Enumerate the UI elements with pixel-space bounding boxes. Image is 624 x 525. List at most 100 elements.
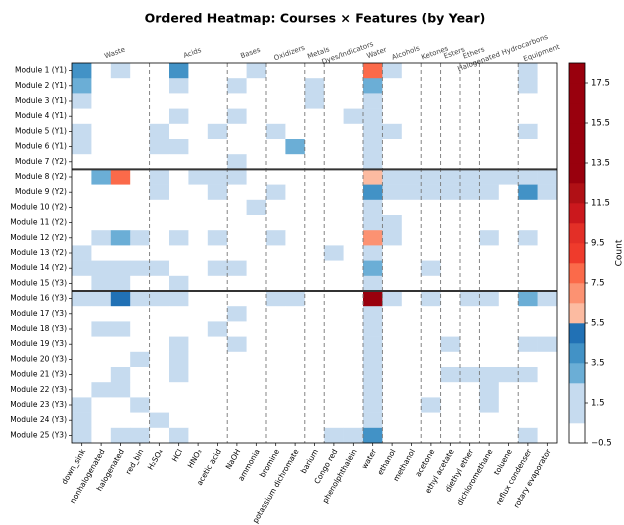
heatmap-cell (266, 336, 286, 353)
row-label: Module 9 (Y2) (15, 187, 67, 196)
heatmap-cell (401, 260, 422, 277)
heatmap-cell (227, 367, 247, 383)
heatmap-cell (460, 275, 480, 292)
heatmap-cell (188, 260, 209, 277)
heatmap-cell (188, 412, 209, 429)
heatmap-cell (91, 412, 112, 429)
heatmap-cell (537, 123, 558, 140)
heatmap-cell (246, 367, 267, 383)
heatmap-cell (518, 351, 538, 368)
heatmap-cell (169, 123, 189, 140)
heatmap-cell (266, 321, 286, 337)
heatmap-cell (324, 427, 344, 444)
heatmap-cell (518, 169, 538, 185)
heatmap-cell (518, 397, 538, 413)
heatmap-cell (285, 245, 306, 261)
heatmap-cell (363, 78, 383, 94)
heatmap-cell (363, 199, 383, 216)
heatmap-cell (343, 169, 364, 185)
heatmap-cell (266, 412, 286, 429)
heatmap-cell (537, 382, 558, 398)
heatmap-cell (207, 336, 228, 353)
heatmap-cell (285, 230, 306, 246)
heatmap-cell (246, 275, 267, 292)
row-label: Module 8 (Y2) (15, 172, 67, 181)
heatmap-cell (421, 139, 441, 155)
heatmap-cell (498, 215, 519, 231)
heatmap-cell (266, 93, 286, 109)
colorbar-segment (569, 243, 585, 264)
colorbar-segment (569, 83, 585, 104)
heatmap-cell (479, 169, 500, 185)
heatmap-cell (537, 230, 558, 246)
heatmap-cell (324, 245, 344, 261)
heatmap-cell (498, 78, 519, 94)
row-label: Module 20 (Y3) (10, 354, 67, 363)
heatmap-cell (421, 93, 441, 109)
heatmap-cell (227, 169, 247, 185)
heatmap-cell (304, 306, 325, 322)
heatmap-cell (91, 382, 112, 398)
heatmap-cell (421, 215, 441, 231)
heatmap-cell (188, 351, 209, 368)
row-label: Module 19 (Y3) (10, 339, 67, 348)
heatmap-cell (537, 306, 558, 322)
heatmap-cell (537, 169, 558, 185)
heatmap-cell (110, 382, 131, 398)
heatmap-cell (324, 367, 344, 383)
heatmap-cell (72, 321, 92, 337)
heatmap-cell (149, 291, 170, 307)
heatmap-cell (110, 321, 131, 337)
heatmap-cell (266, 184, 286, 201)
heatmap-cell (382, 199, 403, 216)
row-label: Module 7 (Y2) (15, 157, 67, 166)
heatmap-cell (382, 427, 403, 444)
heatmap-cell (304, 321, 325, 337)
colorbar-segment (569, 163, 585, 184)
heatmap-cell (498, 351, 519, 368)
heatmap-cell (304, 184, 325, 201)
heatmap-cell (72, 93, 92, 109)
heatmap-cell (401, 154, 422, 170)
heatmap-cell (479, 427, 500, 444)
heatmap-cell (227, 230, 247, 246)
heatmap-cell (343, 123, 364, 140)
heatmap-cell (169, 427, 189, 444)
heatmap-cell (266, 63, 286, 79)
heatmap-cell (130, 412, 150, 429)
heatmap-cell (207, 321, 228, 337)
heatmap-cell (188, 397, 209, 413)
row-label: Module 25 (Y3) (10, 430, 67, 439)
heatmap-cell (440, 123, 461, 140)
heatmap-cell (440, 321, 461, 337)
heatmap-cell (498, 427, 519, 444)
heatmap-cell (91, 306, 112, 322)
heatmap-cell (246, 63, 267, 79)
heatmap-cell (343, 412, 364, 429)
heatmap-cell (421, 230, 441, 246)
heatmap-cell (479, 123, 500, 140)
colorbar-tick-label: 1.5 (591, 399, 605, 409)
heatmap-cell (382, 139, 403, 155)
heatmap-cell (401, 123, 422, 140)
heatmap-cell (246, 199, 267, 216)
heatmap-cell (110, 427, 131, 444)
heatmap-cell (169, 184, 189, 201)
heatmap-cell (421, 199, 441, 216)
heatmap-cell (343, 78, 364, 94)
heatmap-cell (498, 139, 519, 155)
heatmap-cell (110, 275, 131, 292)
heatmap-cell (91, 184, 112, 201)
heatmap-cell (343, 351, 364, 368)
heatmap-cell (285, 291, 306, 307)
heatmap-cell (460, 230, 480, 246)
heatmap-cell (324, 260, 344, 277)
heatmap-cell (149, 154, 170, 170)
heatmap-cell (246, 230, 267, 246)
heatmap-cell (363, 397, 383, 413)
heatmap-cell (110, 367, 131, 383)
heatmap-cell (304, 397, 325, 413)
heatmap-cell (285, 139, 306, 155)
row-label: Module 12 (Y2) (10, 233, 67, 242)
